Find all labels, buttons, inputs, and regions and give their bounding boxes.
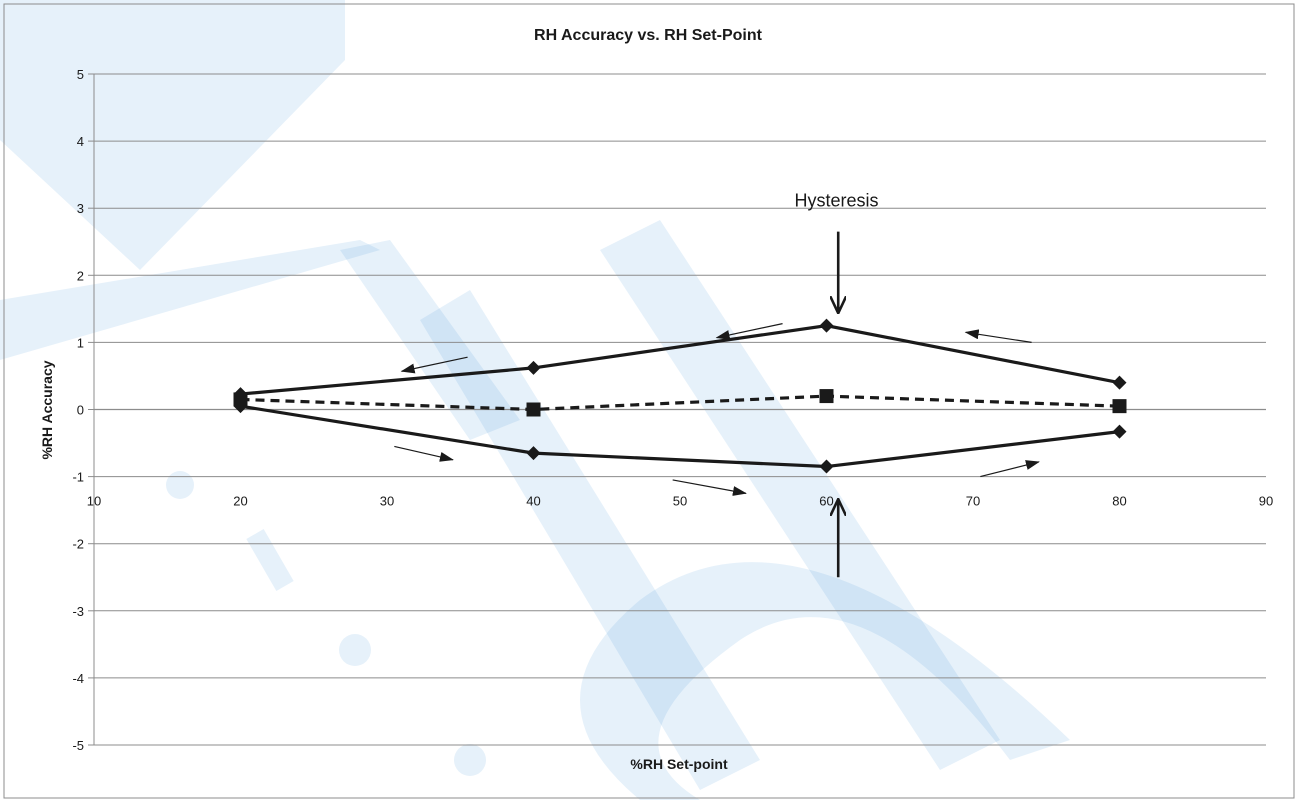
series-3-point xyxy=(526,402,541,417)
y-tick-label: 0 xyxy=(77,403,84,418)
y-tick-labels: 5 4 3 2 1 0 -1 -2 -3 -4 -5 xyxy=(72,67,84,753)
series-2-point xyxy=(819,318,834,333)
x-tick-label: 50 xyxy=(673,494,687,509)
annotation-label: Hysteresis xyxy=(794,190,878,210)
direction-arrows xyxy=(394,231,1040,578)
x-tick-label: 10 xyxy=(87,494,101,509)
x-tick-label: 70 xyxy=(966,494,980,509)
y-axis-label: %RH Accuracy xyxy=(39,360,55,459)
y-tick-label: -5 xyxy=(72,738,84,753)
y-tick-label: -1 xyxy=(72,470,84,485)
series-1-point xyxy=(526,446,541,461)
direction-arrow xyxy=(394,445,454,462)
y-tick-label: 4 xyxy=(77,134,84,149)
x-tick-label: 80 xyxy=(1112,494,1126,509)
direction-arrow xyxy=(715,323,783,340)
direction-arrow xyxy=(672,479,747,496)
y-tick-label: 5 xyxy=(77,67,84,82)
x-axis-label: %RH Set-point xyxy=(630,756,728,772)
y-tick-label: 2 xyxy=(77,268,84,283)
series-1-line xyxy=(240,404,1120,469)
chart-frame xyxy=(3,3,1295,799)
x-tick-label: 30 xyxy=(380,494,394,509)
y-tick-label: 3 xyxy=(77,201,84,216)
y-tick-label: -3 xyxy=(72,604,84,619)
x-tick-label: 20 xyxy=(233,494,247,509)
chart-title: RH Accuracy vs. RH Set-Point xyxy=(534,27,763,44)
series-2-point xyxy=(1112,375,1127,390)
x-tick-label: 60 xyxy=(819,494,833,509)
series-3-point xyxy=(233,392,248,407)
series-1-point xyxy=(819,459,834,474)
annotations: Hysteresis xyxy=(794,190,878,210)
series-2-line xyxy=(240,324,1120,396)
direction-arrow xyxy=(964,329,1032,343)
series-3-point xyxy=(1112,399,1127,414)
y-tick-label: -2 xyxy=(72,537,84,552)
series-2-point xyxy=(526,360,541,375)
y-tick-label: -4 xyxy=(72,671,84,686)
direction-arrow xyxy=(980,460,1040,478)
gridlines xyxy=(88,73,1266,746)
watermark xyxy=(0,0,1070,800)
x-tick-label: 90 xyxy=(1259,494,1273,509)
x-tick-label: 40 xyxy=(526,494,540,509)
x-tick-labels: 10 20 30 40 50 60 70 80 90 xyxy=(87,494,1273,509)
series-3-point xyxy=(819,389,834,404)
axes xyxy=(93,74,1266,745)
series-3-line xyxy=(240,394,1120,412)
series-1-point xyxy=(1112,424,1127,439)
y-tick-label: 1 xyxy=(77,335,84,350)
direction-arrow xyxy=(400,356,468,374)
series-layer xyxy=(233,318,1127,474)
